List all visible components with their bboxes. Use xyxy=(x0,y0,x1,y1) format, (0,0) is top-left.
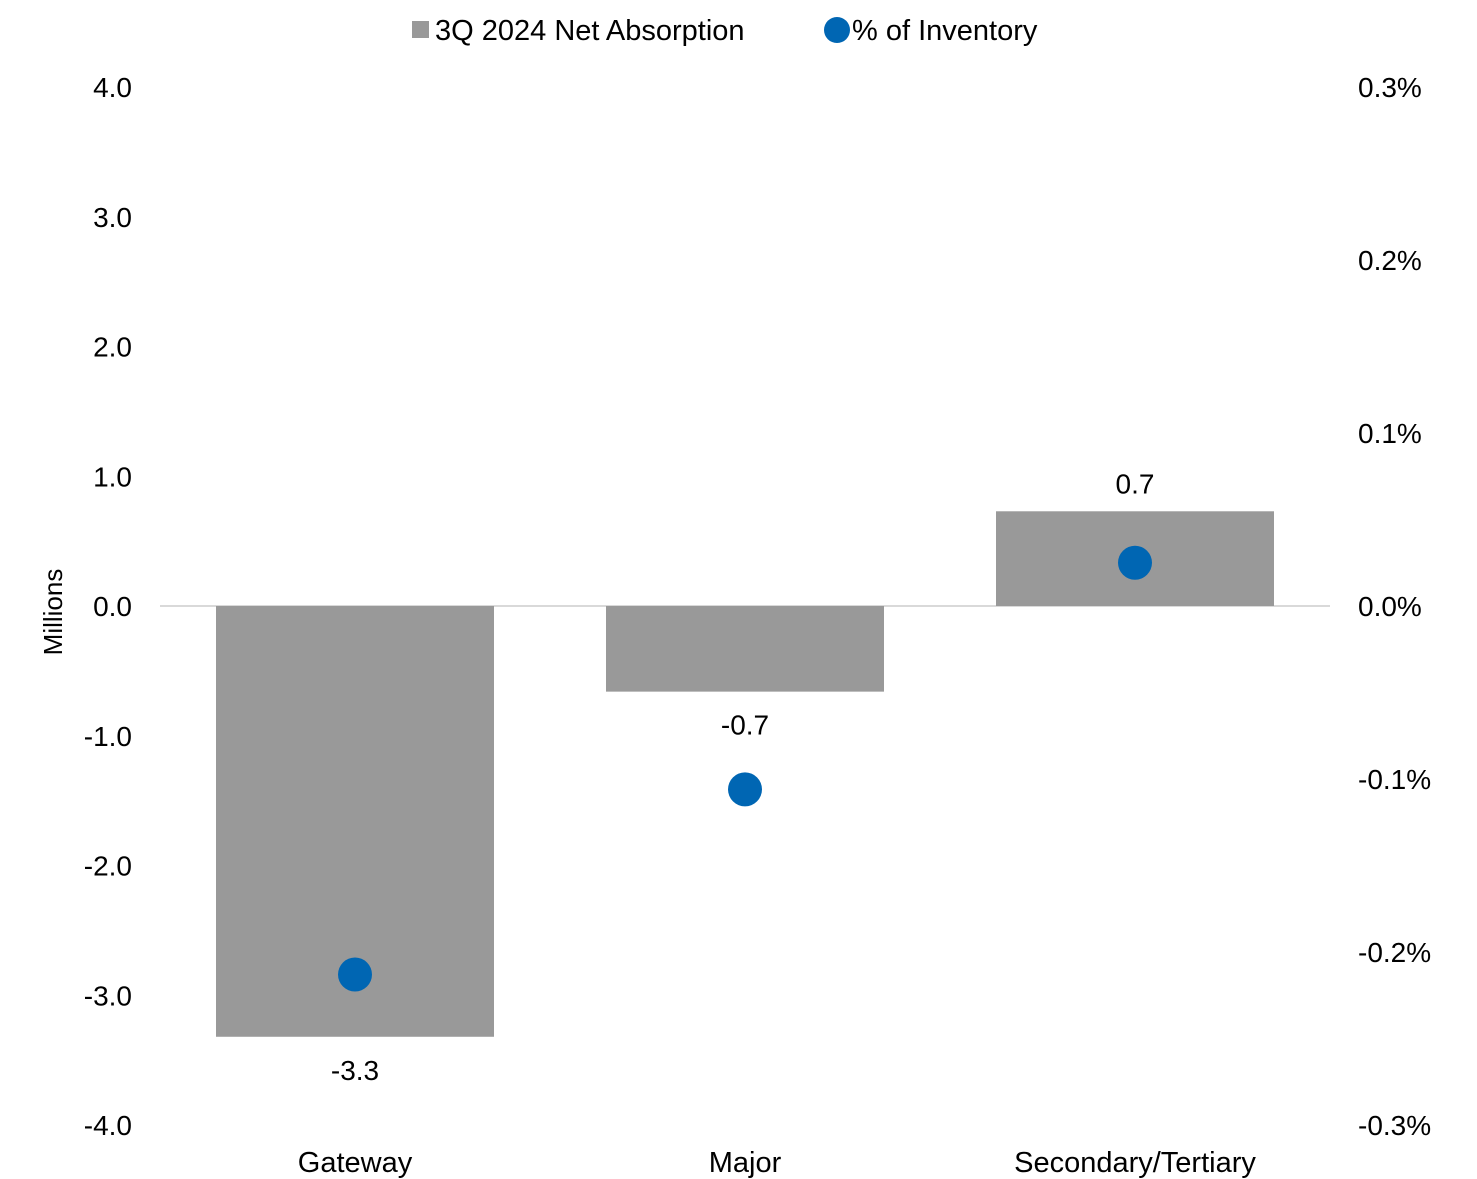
bar-data-label: 0.7 xyxy=(1116,468,1155,499)
y-tick-label: -3.0 xyxy=(84,980,132,1011)
bar-data-label: -3.3 xyxy=(331,1055,379,1086)
category-label: Secondary/Tertiary xyxy=(1014,1147,1256,1179)
points xyxy=(338,545,1152,992)
legend: 3Q 2024 Net Absorption % of Inventory xyxy=(412,15,1038,47)
legend-bar-swatch xyxy=(412,21,429,38)
inventory-point xyxy=(1118,545,1152,580)
y-axis-title: Millions xyxy=(38,569,68,656)
bars xyxy=(216,511,1274,1037)
data-labels: -3.3 -0.7 0.7 xyxy=(331,468,1155,1085)
inventory-point xyxy=(338,957,372,992)
legend-bar-label: 3Q 2024 Net Absorption xyxy=(435,15,745,47)
category-label: Major xyxy=(709,1147,782,1179)
right-axis: -0.3% -0.2% -0.1% 0.0% 0.1% 0.2% 0.3% xyxy=(1358,72,1431,1141)
bar-data-label: -0.7 xyxy=(721,710,769,741)
inventory-point xyxy=(728,772,762,807)
legend-point-label: % of Inventory xyxy=(852,15,1038,47)
bar-major xyxy=(606,606,884,692)
legend-point-swatch xyxy=(824,17,850,43)
y2-tick-label: 0.0% xyxy=(1358,591,1422,622)
y-tick-label: 4.0 xyxy=(93,72,132,103)
y-tick-label: 0.0 xyxy=(93,591,132,622)
category-axis: Gateway Major Secondary/Tertiary xyxy=(298,1147,1257,1179)
category-label: Gateway xyxy=(298,1147,413,1179)
y-tick-label: 3.0 xyxy=(93,202,132,233)
y-tick-label: -1.0 xyxy=(84,721,132,752)
y2-tick-label: 0.1% xyxy=(1358,418,1422,449)
y-tick-label: -2.0 xyxy=(84,851,132,882)
y-tick-label: 1.0 xyxy=(93,461,132,492)
y-tick-label: -4.0 xyxy=(84,1110,132,1141)
y2-tick-label: -0.3% xyxy=(1358,1110,1431,1141)
y2-tick-label: -0.1% xyxy=(1358,764,1431,795)
y2-tick-label: -0.2% xyxy=(1358,937,1431,968)
y2-tick-label: 0.3% xyxy=(1358,72,1422,103)
y-tick-label: 2.0 xyxy=(93,332,132,363)
left-axis: -4.0 -3.0 -2.0 -1.0 0.0 1.0 2.0 3.0 4.0 xyxy=(84,72,132,1141)
y2-tick-label: 0.2% xyxy=(1358,245,1422,276)
